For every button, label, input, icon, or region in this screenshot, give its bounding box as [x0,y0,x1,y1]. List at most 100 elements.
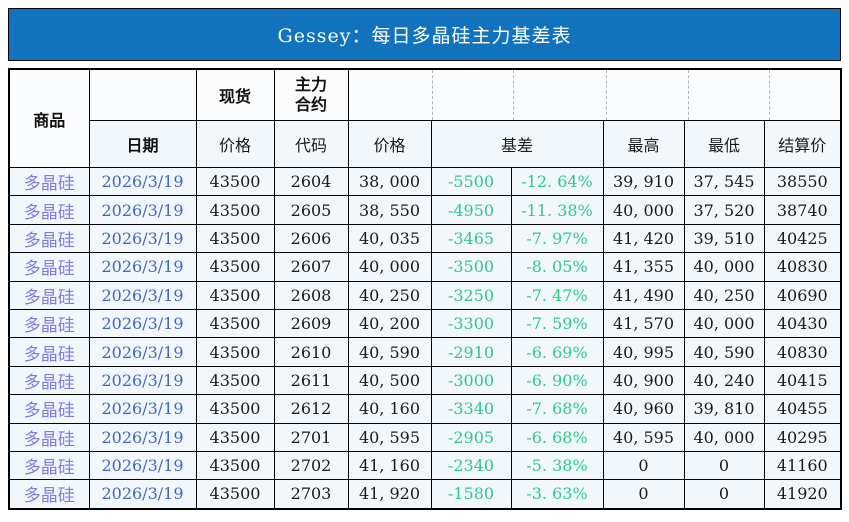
table-row: 多晶硅 2026/3/19 43500 2608 40, 250 -3250 -… [8,280,842,310]
contract-code-cell: 2606 [273,223,349,254]
date-cell: 2026/3/19 [88,422,197,452]
commodity-cell: 多晶硅 [8,166,90,197]
basis-percent-cell: -12. 64% [510,166,604,197]
spot-price-cell: 43500 [195,280,275,310]
spot-price-cell: 43500 [195,308,275,339]
settlement-cell: 40830 [763,337,842,367]
title-bar: Gessey：每日多晶硅主力基差表 [8,8,841,61]
table-row: 多晶硅 2026/3/19 43500 2701 40, 595 -2905 -… [8,422,842,452]
date-cell: 2026/3/19 [88,479,197,510]
header-basis: 基差 [430,120,604,168]
basis-percent-cell: -8. 05% [510,252,604,282]
commodity-cell: 多晶硅 [8,479,90,510]
commodity-cell: 多晶硅 [8,337,90,367]
spot-price-cell: 43500 [195,365,275,396]
settlement-cell: 41920 [763,479,842,510]
header-row-groups: 商品 现货 主力 合约 [8,68,842,168]
low-cell: 39, 810 [683,394,765,424]
header-blank-cell [88,68,197,121]
low-cell: 40, 000 [683,422,765,452]
commodity-cell: 多晶硅 [8,308,90,339]
table-row: 多晶硅 2026/3/19 43500 2606 40, 035 -3465 -… [8,223,842,254]
table-row: 多晶硅 2026/3/19 43500 2702 41, 160 -2340 -… [8,450,842,481]
high-cell: 41, 570 [602,308,685,339]
basis-percent-cell: -7. 97% [510,223,604,254]
table-row: 多晶硅 2026/3/19 43500 2612 40, 160 -3340 -… [8,394,842,424]
basis-percent-cell: -7. 68% [510,394,604,424]
table-row: 多晶硅 2026/3/19 43500 2611 40, 500 -3000 -… [8,365,842,396]
table-row: 多晶硅 2026/3/19 43500 2609 40, 200 -3300 -… [8,308,842,339]
contract-code-cell: 2703 [273,479,349,510]
header-row-fields: 日期 价格 代码 价格 基差 最高 最低 结算价 [9,120,842,168]
high-cell: 0 [602,479,685,510]
date-cell: 2026/3/19 [88,195,197,225]
settlement-cell: 40425 [763,223,842,254]
contract-price-cell: 38, 000 [347,166,432,197]
header-commodity: 商品 [8,68,90,168]
date-cell: 2026/3/19 [88,280,197,310]
low-cell: 37, 545 [683,166,765,197]
basis-value-cell: -5500 [430,166,512,197]
contract-price-cell: 40, 160 [347,394,432,424]
band-segment [605,70,688,120]
header-high: 最高 [602,120,685,168]
low-cell: 39, 510 [683,223,765,254]
commodity-cell: 多晶硅 [8,422,90,452]
header-spot-group: 现货 [195,68,275,121]
contract-code-cell: 2605 [273,195,349,225]
band-segment [512,70,606,120]
settlement-cell: 40430 [763,308,842,339]
contract-code-cell: 2612 [273,394,349,424]
contract-code-cell: 2702 [273,450,349,481]
commodity-cell: 多晶硅 [8,280,90,310]
spot-price-cell: 43500 [195,422,275,452]
basis-value-cell: -3300 [430,308,512,339]
commodity-cell: 多晶硅 [8,394,90,424]
header-main-contract-line1: 主力 [294,75,327,94]
contract-price-cell: 40, 035 [347,223,432,254]
header-empty-band [347,68,842,121]
high-cell: 39, 910 [602,166,685,197]
settlement-cell: 40295 [763,422,842,452]
high-cell: 41, 490 [602,280,685,310]
band-segment [768,70,841,120]
high-cell: 40, 000 [602,195,685,225]
settlement-cell: 40415 [763,365,842,396]
contract-code-cell: 2610 [273,337,349,367]
date-cell: 2026/3/19 [88,337,197,367]
contract-price-cell: 41, 920 [347,479,432,510]
date-cell: 2026/3/19 [88,223,197,254]
low-cell: 40, 240 [683,365,765,396]
header-main-contract-line2: 合约 [294,95,327,114]
contract-price-cell: 40, 200 [347,308,432,339]
spot-price-cell: 43500 [195,195,275,225]
spot-price-cell: 43500 [195,337,275,367]
high-cell: 40, 960 [602,394,685,424]
basis-percent-cell: -6. 69% [510,337,604,367]
low-cell: 40, 250 [683,280,765,310]
basis-value-cell: -2905 [430,422,512,452]
basis-value-cell: -3500 [430,252,512,282]
header-settlement: 结算价 [763,120,842,168]
commodity-cell: 多晶硅 [8,365,90,396]
commodity-cell: 多晶硅 [8,450,90,481]
contract-price-cell: 40, 250 [347,280,432,310]
spot-price-cell: 43500 [195,166,275,197]
date-cell: 2026/3/19 [88,308,197,339]
basis-percent-cell: -6. 90% [510,365,604,396]
commodity-cell: 多晶硅 [8,252,90,282]
table-row: 多晶硅 2026/3/19 43500 2605 38, 550 -4950 -… [8,195,842,225]
settlement-cell: 38550 [763,166,842,197]
basis-percent-cell: -7. 47% [510,280,604,310]
basis-value-cell: -3250 [430,280,512,310]
header-low: 最低 [683,120,765,168]
band-segment [349,70,431,120]
header-price: 价格 [347,120,432,168]
contract-price-cell: 40, 500 [347,365,432,396]
low-cell: 40, 000 [683,252,765,282]
basis-value-cell: -4950 [430,195,512,225]
date-cell: 2026/3/19 [88,166,197,197]
basis-percent-cell: -5. 38% [510,450,604,481]
low-cell: 0 [683,479,765,510]
settlement-cell: 41160 [763,450,842,481]
